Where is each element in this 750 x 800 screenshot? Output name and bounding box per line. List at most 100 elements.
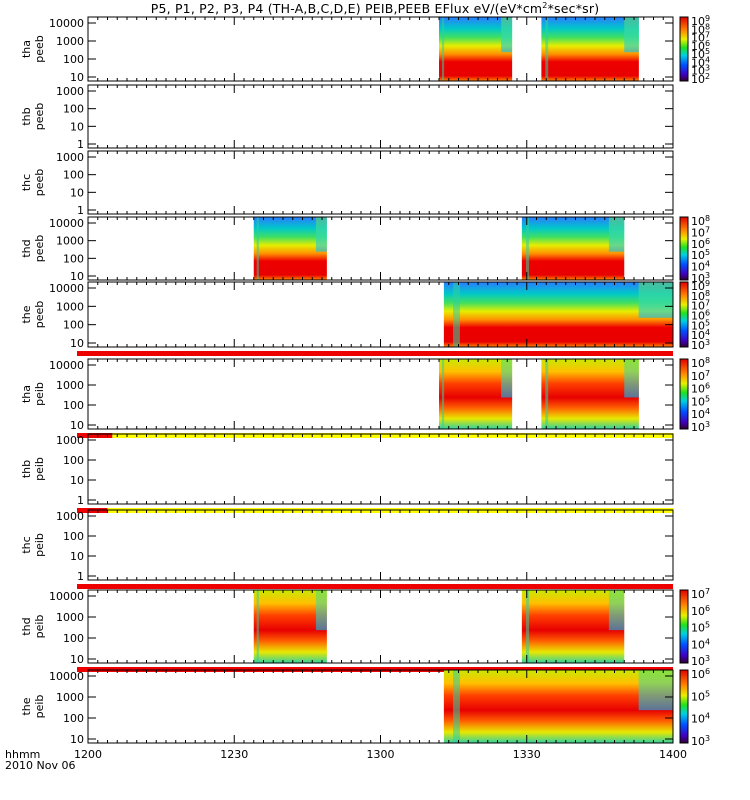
y-tick-label: 1: [77, 570, 84, 583]
panel-label-product: peeb: [33, 169, 46, 197]
colorbar-label: 104: [691, 712, 710, 726]
colorbar-label: 108: [691, 356, 710, 370]
y-tick-label: 10: [70, 733, 84, 746]
colorbar-label: 104: [691, 55, 710, 69]
y-tick-label: 1000: [56, 300, 84, 313]
y-tick-label: 1000: [56, 85, 84, 98]
y-tick-label: 10: [70, 120, 84, 133]
colorbar-label: 103: [691, 338, 710, 352]
colorbar: [679, 216, 689, 281]
spectrogram-block: [521, 590, 625, 663]
y-tick-label: 1000: [56, 35, 84, 48]
y-tick-label: 1: [77, 494, 84, 507]
colorbar-label: 104: [691, 328, 710, 342]
colorbar-label: 107: [691, 31, 710, 45]
panel-label-product: peib: [33, 615, 46, 639]
y-tick-label: 10: [70, 419, 84, 432]
colorbar: [679, 281, 689, 348]
y-tick-label: 1000: [56, 510, 84, 523]
colorbar-label: 106: [691, 667, 710, 681]
colorbar-label: 103: [691, 420, 710, 434]
panel-label-probe: the: [20, 697, 33, 715]
y-tick-label: 10: [70, 474, 84, 487]
y-tick-label: 1000: [56, 379, 84, 392]
spectrogram-edge: [638, 282, 673, 318]
y-tick-label: 100: [63, 399, 84, 412]
y-tick-label: 1000: [56, 434, 84, 447]
colorbar-label: 106: [691, 382, 710, 396]
colorbar-label: 105: [691, 47, 710, 61]
colorbar-label: 104: [691, 407, 710, 421]
y-tick-label: 10000: [49, 590, 84, 603]
spectrogram-edge: [501, 359, 513, 398]
colorbar-label: 107: [691, 587, 710, 601]
y-tick-label: 10: [70, 653, 84, 666]
colorbar-label: 103: [691, 64, 710, 78]
colorbar-label: 107: [691, 225, 710, 239]
y-tick-label: 10000: [49, 217, 84, 230]
spectrogram-edge: [638, 670, 673, 711]
spectrogram-edge: [608, 217, 625, 252]
colorbar-label: 106: [691, 39, 710, 53]
y-tick-label: 100: [63, 103, 84, 116]
panel-label-probe: thb: [20, 460, 33, 478]
y-tick-label: 1000: [56, 151, 84, 164]
panel-frame: [87, 150, 674, 215]
spectrogram-edge: [501, 17, 513, 53]
spectrogram-streak: [545, 17, 549, 81]
spectrogram-block: [541, 17, 639, 81]
y-tick-label: 1000: [56, 691, 84, 704]
panel-label-probe: thd: [20, 239, 33, 257]
y-tick-label: 1000: [56, 611, 84, 624]
y-tick-label: 10000: [49, 282, 84, 295]
y-tick-label: 10: [70, 270, 84, 283]
x-tick-label: 1330: [513, 748, 541, 761]
x-axis-label: hhmm: [5, 748, 40, 761]
colorbar-label: 107: [691, 299, 710, 313]
colorbar-label: 108: [691, 289, 710, 303]
y-tick-label: 100: [63, 53, 84, 66]
spectrogram-block: [439, 17, 513, 81]
spectrogram-block: [443, 282, 673, 347]
panel-label-probe: tha: [20, 40, 33, 58]
spectrogram-streak: [256, 217, 259, 280]
y-tick-label: 10000: [49, 670, 84, 683]
spectrogram-edge: [608, 590, 625, 631]
spectrogram-block: [443, 670, 673, 743]
colorbar-label: 105: [691, 318, 710, 332]
colorbar: [679, 16, 689, 82]
colorbar-label: 103: [691, 734, 710, 748]
panel-label-product: peib: [33, 695, 46, 719]
y-tick-label: 10: [70, 550, 84, 563]
colorbar-label: 103: [691, 271, 710, 285]
colorbar-label: 108: [691, 214, 710, 228]
panel-label-probe: thd: [20, 617, 33, 635]
y-tick-label: 10000: [49, 17, 84, 30]
panel-label-product: peib: [33, 382, 46, 406]
x-tick-label: 1400: [659, 748, 687, 761]
panel-label-product: peeb: [33, 301, 46, 329]
colorbar-label: 106: [691, 604, 710, 618]
colorbar-label: 105: [691, 621, 710, 635]
spectrogram-streak: [545, 359, 549, 429]
status-bar: [77, 351, 673, 356]
panel-label-product: peeb: [33, 103, 46, 131]
spectrogram-block: [521, 217, 625, 280]
y-tick-label: 100: [63, 169, 84, 182]
colorbar: [679, 589, 689, 664]
colorbar-label: 109: [691, 14, 710, 28]
y-tick-label: 1: [77, 204, 84, 217]
title-superscript: 2: [542, 1, 548, 10]
spectrogram-streak: [453, 670, 460, 743]
spectrogram-block: [253, 217, 327, 280]
y-tick-label: 1000: [56, 235, 84, 248]
spectrogram-edge: [624, 17, 639, 53]
panel-label-probe: tha: [20, 385, 33, 403]
spectrogram-edge: [315, 590, 327, 631]
status-bar-red: [77, 433, 113, 438]
colorbar-label: 105: [691, 689, 710, 703]
title-units-end: *sec*sr): [547, 1, 600, 17]
x-tick-label: 1200: [74, 748, 102, 761]
spectrogram-streak: [256, 590, 259, 663]
